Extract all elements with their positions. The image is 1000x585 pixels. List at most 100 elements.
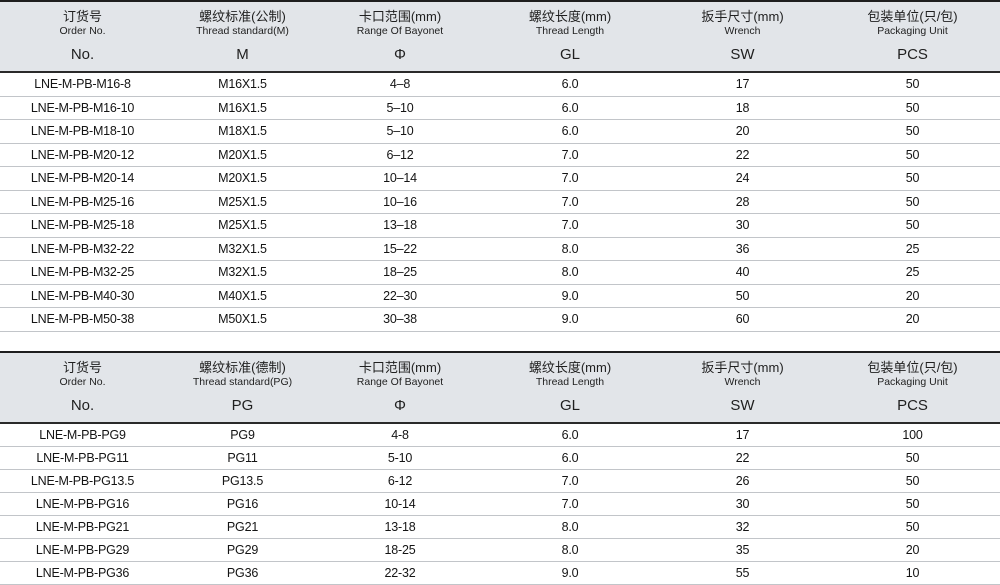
metric-spec-table: 订货号 Order No. No. 螺纹标准(公制) Thread standa… [0,0,1000,332]
cell-wrench-size: 24 [660,171,825,185]
cell-order-no: LNE-M-PB-PG9 [0,428,165,442]
cell-order-no: LNE-M-PB-PG29 [0,543,165,557]
column-header-zh-label: 卡口范围(mm) [359,9,441,25]
cell-wrench-size: 22 [660,148,825,162]
cell-thread-standard: PG29 [165,543,320,557]
column-header-zh-label: 包装单位(只/包) [867,360,957,376]
cell-thread-standard: M18X1.5 [165,124,320,138]
cell-order-no: LNE-M-PB-M20-12 [0,148,165,162]
cell-wrench-size: 30 [660,218,825,232]
cell-thread-length: 6.0 [480,124,660,138]
column-header-wrench-size: 扳手尺寸(mm) Wrench SW [660,9,825,63]
cell-bayonet-range: 18–25 [320,265,480,279]
cell-packaging-unit: 20 [825,289,1000,303]
cell-packaging-unit: 50 [825,77,1000,91]
cell-bayonet-range: 5–10 [320,124,480,138]
column-header-order-no: 订货号 Order No. No. [0,9,165,63]
column-header-zh-label: 订货号 [63,360,102,376]
cell-bayonet-range: 10–16 [320,195,480,209]
column-header-symbol-label: SW [730,397,754,414]
column-header-en-label: Thread standard(M) [196,25,289,38]
cell-thread-length: 7.0 [480,218,660,232]
cell-order-no: LNE-M-PB-M18-10 [0,124,165,138]
cell-bayonet-range: 18-25 [320,543,480,557]
cell-order-no: LNE-M-PB-PG13.5 [0,474,165,488]
column-header-en-label: Order No. [59,376,105,389]
column-header-en-label: Thread Length [536,25,604,38]
cell-wrench-size: 17 [660,428,825,442]
cell-order-no: LNE-M-PB-M25-16 [0,195,165,209]
cell-thread-length: 7.0 [480,474,660,488]
column-header-bayonet-range: 卡口范围(mm) Range Of Bayonet Φ [320,9,480,63]
cell-wrench-size: 20 [660,124,825,138]
column-header-symbol-label: PCS [897,397,928,414]
column-header-en-label: Wrench [725,376,761,389]
column-header-en-label: Thread Length [536,376,604,389]
cell-thread-length: 6.0 [480,428,660,442]
column-header-en-label: Order No. [59,25,105,38]
cell-thread-length: 6.0 [480,451,660,465]
column-header-zh-label: 订货号 [63,9,102,25]
cell-packaging-unit: 50 [825,101,1000,115]
column-header-symbol-label: PG [232,397,254,414]
cell-wrench-size: 26 [660,474,825,488]
cell-thread-length: 8.0 [480,242,660,256]
column-header-en-label: Packaging Unit [877,25,948,38]
cell-packaging-unit: 50 [825,195,1000,209]
cell-packaging-unit: 20 [825,312,1000,326]
cell-order-no: LNE-M-PB-M20-14 [0,171,165,185]
cell-packaging-unit: 50 [825,520,1000,534]
pg-spec-table: 订货号 Order No. No. 螺纹标准(德制) Thread standa… [0,351,1000,585]
column-header-zh-label: 螺纹长度(mm) [529,9,611,25]
cell-bayonet-range: 5-10 [320,451,480,465]
cell-thread-length: 8.0 [480,520,660,534]
cell-thread-standard: M40X1.5 [165,289,320,303]
cell-thread-length: 9.0 [480,289,660,303]
column-header-packaging-unit: 包装单位(只/包) Packaging Unit PCS [825,360,1000,414]
column-header-en-label: Range Of Bayonet [357,376,443,389]
cell-bayonet-range: 6–12 [320,148,480,162]
cell-wrench-size: 18 [660,101,825,115]
cell-bayonet-range: 4–8 [320,77,480,91]
cell-packaging-unit: 50 [825,497,1000,511]
cell-wrench-size: 30 [660,497,825,511]
cell-packaging-unit: 50 [825,218,1000,232]
column-header-zh-label: 螺纹标准(德制) [199,360,286,376]
cell-wrench-size: 36 [660,242,825,256]
cell-wrench-size: 28 [660,195,825,209]
column-header-symbol-label: GL [560,397,580,414]
catalog-page: 订货号 Order No. No. 螺纹标准(公制) Thread standa… [0,0,1000,573]
cell-bayonet-range: 10–14 [320,171,480,185]
column-header-en-label: Packaging Unit [877,376,948,389]
column-header-en-label: Range Of Bayonet [357,25,443,38]
cell-wrench-size: 60 [660,312,825,326]
cell-wrench-size: 55 [660,566,825,580]
cell-order-no: LNE-M-PB-M32-25 [0,265,165,279]
column-header-symbol-label: SW [730,46,754,63]
cell-thread-standard: M25X1.5 [165,195,320,209]
cell-bayonet-range: 13-18 [320,520,480,534]
cell-thread-standard: M32X1.5 [165,242,320,256]
cell-thread-standard: PG36 [165,566,320,580]
cell-thread-length: 9.0 [480,312,660,326]
cell-order-no: LNE-M-PB-PG16 [0,497,165,511]
cell-thread-length: 7.0 [480,497,660,511]
cell-thread-length: 6.0 [480,77,660,91]
cell-order-no: LNE-M-PB-M16-8 [0,77,165,91]
column-header-packaging-unit: 包装单位(只/包) Packaging Unit PCS [825,9,1000,63]
column-header-thread-length: 螺纹长度(mm) Thread Length GL [480,360,660,414]
column-header-zh-label: 螺纹标准(公制) [199,9,286,25]
cell-thread-standard: PG21 [165,520,320,534]
cell-thread-standard: PG11 [165,451,320,465]
column-header-zh-label: 扳手尺寸(mm) [701,9,783,25]
cell-thread-standard: M25X1.5 [165,218,320,232]
cell-thread-length: 6.0 [480,101,660,115]
